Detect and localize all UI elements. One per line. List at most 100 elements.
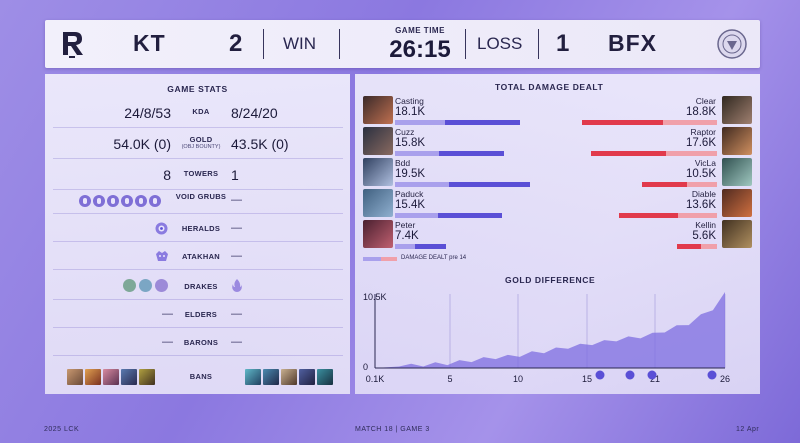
gold-x-tick-label: 5 [447, 374, 452, 384]
barons-left: — [162, 336, 173, 348]
damage-bar-total [641, 182, 687, 187]
objective-marker-icon [647, 370, 657, 380]
gold-difference-chart: 10.5K 0 0.1K 5 10 15 21 26 [363, 292, 730, 384]
elders-right: — [231, 308, 242, 320]
stat-row-elders: — ELDERS — [53, 302, 343, 328]
drakes-label: DRAKES [184, 282, 218, 291]
damage-bar-total [449, 182, 530, 187]
stat-row-drakes: DRAKES [53, 272, 343, 300]
gold-diff-title: GOLD DIFFERENCE [505, 275, 596, 285]
gold-sublabel: (OBJ BOUNTY) [181, 144, 221, 150]
drakes-left-icons [123, 279, 171, 297]
player-portrait [363, 220, 393, 248]
damage-bar-total [445, 120, 521, 125]
team-left-result: WIN [283, 34, 317, 53]
game-stats-title: GAME STATS [167, 84, 228, 94]
towers-label: TOWERS [183, 169, 219, 178]
row-divider [53, 213, 343, 214]
mountain-drake-icon [123, 279, 136, 292]
damage-bar-pre14 [395, 244, 416, 249]
player-name: Paduck [395, 189, 424, 199]
header-divider [263, 29, 264, 59]
game-time-value: 26:15 [389, 36, 451, 63]
void-grub-icon [121, 195, 133, 207]
ban-champion-icon [299, 369, 315, 385]
bans-left [67, 369, 157, 390]
header-divider [465, 29, 466, 59]
ban-champion-icon [103, 369, 119, 385]
player-portrait [363, 189, 393, 217]
game-time-label: GAME TIME [395, 26, 445, 35]
player-name: Bdd [395, 158, 411, 168]
ban-champion-icon [263, 369, 279, 385]
barons-label: BARONS [183, 338, 219, 347]
team-left-name: KT [133, 30, 166, 56]
void-grub-icon [107, 195, 119, 207]
team-right-result: LOSS [477, 34, 523, 53]
footer-date: 12 Apr [736, 426, 760, 433]
row-divider [53, 158, 343, 159]
player-portrait [363, 127, 393, 155]
damage-bar-pre14 [663, 120, 717, 125]
player-damage: 18.1K [395, 106, 426, 118]
heralds-label: HERALDS [181, 224, 221, 233]
damage-gold-panel: TOTAL DAMAGE DEALT Casting 18.1K Cuzz 15.8K… [355, 74, 760, 394]
gold-x-tick-label: 10 [513, 374, 523, 384]
damage-bar-pre14 [395, 120, 446, 125]
gold-x-tick-label: 15 [582, 374, 592, 384]
bans-right [245, 369, 335, 390]
towers-right: 1 [231, 167, 239, 183]
stat-row-bans: BANS [53, 364, 343, 390]
damage-bar-total [619, 213, 678, 218]
player-name: VicLa [694, 158, 716, 168]
player-name: Casting [395, 96, 424, 106]
objective-marker-icon [625, 370, 635, 380]
game-stats-panel: GAME STATS 24/8/53 KDA 8/24/20 54.0K (0)… [45, 74, 350, 394]
player-name: Clear [695, 96, 716, 106]
team-left-score: 2 [229, 30, 243, 57]
stat-row-kda: 24/8/53 KDA 8/24/20 [53, 98, 343, 128]
row-divider [53, 189, 343, 190]
void-grub-icon [79, 195, 91, 207]
player-portrait [722, 96, 752, 124]
damage-legend-label: DAMAGE DEALT pre 14 [401, 255, 467, 261]
kda-right: 8/24/20 [231, 105, 278, 121]
legend-swatch-left [363, 257, 381, 261]
damage-bar-pre14 [666, 151, 717, 156]
gold-y-top-label: 10.5K [363, 292, 387, 302]
footer-match: MATCH 18 | GAME 3 [355, 426, 430, 433]
player-damage: 10.5K [685, 168, 716, 180]
footer-league: 2025 LCK [44, 426, 80, 433]
team-right-name: BFX [608, 30, 657, 56]
team-right-score: 1 [556, 30, 570, 57]
atakhan-label: ATAKHAN [181, 252, 221, 261]
damage-bar-pre14 [677, 213, 717, 218]
scoreboard-header: KT 2 WIN GAME TIME 26:15 LOSS 1 BFX [45, 20, 760, 68]
player-name: Diable [691, 189, 716, 199]
atakhan-right: — [231, 250, 242, 262]
damage-bar-pre14 [395, 213, 438, 218]
player-name: Kellin [695, 220, 716, 230]
stat-row-heralds: HERALDS — [53, 216, 343, 242]
player-portrait [722, 127, 752, 155]
gold-x-tick-label: 26 [720, 374, 730, 384]
row-divider [53, 269, 343, 270]
damage-bar-pre14 [395, 151, 439, 156]
void-grub-icon [135, 195, 147, 207]
player-damage: 17.6K [685, 137, 716, 149]
damage-bar-total [590, 151, 667, 156]
legend-swatch-right [381, 257, 397, 261]
ocean-drake-icon [139, 279, 152, 292]
elders-left: — [162, 308, 173, 320]
row-divider [53, 327, 343, 328]
player-damage: 15.4K [395, 199, 426, 211]
player-damage: 13.6K [685, 199, 716, 211]
elders-label: ELDERS [184, 310, 218, 319]
void-grub-icon [93, 195, 105, 207]
stat-row-gold: 54.0K (0) GOLD (OBJ BOUNTY) 43.5K (0) [53, 129, 343, 159]
atakhan-icon [156, 251, 168, 261]
damage-bar-total [437, 213, 502, 218]
heralds-right: — [231, 222, 242, 234]
damage-bar-total [438, 151, 505, 156]
stat-row-atakhan: ATAKHAN — [53, 244, 343, 270]
